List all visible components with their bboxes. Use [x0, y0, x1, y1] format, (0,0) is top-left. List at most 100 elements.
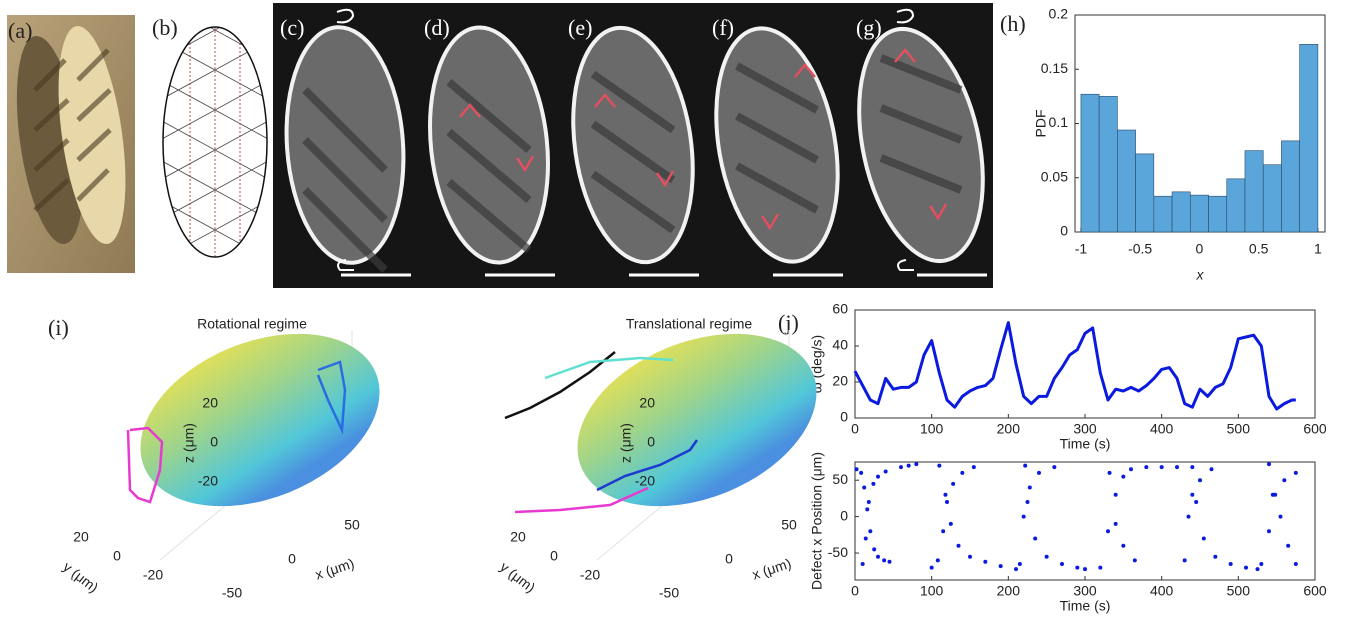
- y-tick-label: 0.1: [1049, 114, 1069, 130]
- panel-label: (b): [152, 15, 178, 40]
- hist-bar: [1099, 96, 1117, 232]
- x-tick-label: 200: [997, 421, 1021, 437]
- defect-point: [1075, 566, 1079, 570]
- hist-bar: [1154, 196, 1172, 232]
- defect-point: [1294, 471, 1298, 475]
- hist-bar: [1172, 192, 1190, 232]
- defect-point: [1190, 465, 1194, 469]
- defect-point: [1194, 500, 1198, 504]
- defect-point: [1133, 558, 1137, 562]
- defect-point: [1175, 465, 1179, 469]
- x-tick-label: 100: [920, 421, 944, 437]
- x-tick-label: 500: [1227, 583, 1251, 599]
- panel-label: (a): [8, 18, 32, 43]
- defect-point: [943, 493, 947, 497]
- y-tick-label: 0: [550, 548, 558, 564]
- x-tick-label: 50: [781, 517, 797, 533]
- y-tick-label: 0: [840, 409, 848, 425]
- defect-point: [1129, 467, 1133, 471]
- plot-frame: [855, 462, 1315, 580]
- ellipsoid: [552, 301, 842, 539]
- box-grid: [597, 500, 669, 560]
- x-axis-label: Time (s): [1060, 436, 1111, 452]
- x-tick-label: 0: [851, 421, 859, 437]
- z-tick-label: 0: [647, 434, 655, 450]
- defect-point: [951, 482, 955, 486]
- defect-point: [1210, 467, 1214, 471]
- defect-point: [1267, 462, 1271, 466]
- z-tick-label: 0: [210, 434, 218, 450]
- y-tick-label: 20: [510, 529, 526, 545]
- defect-point: [1190, 493, 1194, 497]
- defect-point: [983, 560, 987, 564]
- defect-point: [1229, 562, 1233, 566]
- defect-point: [861, 562, 865, 566]
- x-tick-label: 0: [1196, 241, 1204, 257]
- x-tick-label: -1: [1075, 241, 1088, 257]
- x-tick-label: -0.5: [1128, 241, 1152, 257]
- x-tick-label: 0: [288, 551, 296, 567]
- x-tick-label: 1: [1314, 241, 1322, 257]
- panel-label: (h): [1000, 11, 1026, 36]
- hist-bar: [1136, 154, 1154, 232]
- defect-point: [1121, 475, 1125, 479]
- defect-point: [1028, 485, 1032, 489]
- defect-point: [871, 482, 875, 486]
- x-tick-label: 400: [1150, 421, 1174, 437]
- y-tick-label: 0.05: [1041, 168, 1068, 184]
- defect-point: [884, 469, 888, 473]
- defect-point: [1294, 562, 1298, 566]
- z-tick-label: 20: [202, 395, 218, 411]
- ellipsoid: [115, 301, 405, 539]
- defect-point: [855, 467, 859, 471]
- defect-point: [941, 529, 945, 533]
- plot-title: Rotational regime: [197, 316, 307, 332]
- z-axis-label: z (μm): [618, 423, 634, 463]
- hist-bar: [1300, 44, 1318, 232]
- y-tick-label: -50: [828, 544, 848, 560]
- defect-point: [1098, 566, 1102, 570]
- x-tick-label: 500: [1227, 421, 1251, 437]
- defect-point: [1108, 471, 1112, 475]
- defect-point: [876, 555, 880, 559]
- z-tick-label: -20: [635, 473, 655, 489]
- defect-point: [859, 471, 863, 475]
- y-tick-label: 0: [840, 507, 848, 523]
- hist-bar: [1117, 130, 1135, 232]
- panel-a-image: [6, 15, 137, 273]
- y-tick-label: -20: [580, 567, 600, 583]
- defect-point: [1083, 567, 1087, 571]
- x-tick-label: 300: [1073, 583, 1097, 599]
- defect-point: [1160, 465, 1164, 469]
- defect-point: [907, 464, 911, 468]
- defect-point: [936, 558, 940, 562]
- defect-point: [1286, 544, 1290, 548]
- hist-bar: [1081, 94, 1099, 232]
- x-tick-label: -50: [222, 585, 242, 601]
- defect-point: [1256, 567, 1260, 571]
- defect-point: [1282, 478, 1286, 482]
- x-axis-label: Time (s): [1060, 598, 1111, 614]
- defect-point: [1026, 500, 1030, 504]
- defect-point: [872, 547, 876, 551]
- defect-point: [1018, 562, 1022, 566]
- x-tick-label: 400: [1150, 583, 1174, 599]
- defect-point: [1045, 555, 1049, 559]
- x-axis-label: x (μm): [313, 555, 356, 583]
- defect-point: [899, 465, 903, 469]
- x-axis-label: x: [1196, 267, 1205, 283]
- defect-point: [1014, 567, 1018, 571]
- defect-point: [862, 485, 866, 489]
- panel-label: (g): [856, 15, 882, 40]
- y-axis-label: Defect x Position (μm): [809, 452, 825, 590]
- defect-point: [868, 529, 872, 533]
- defect-point: [1060, 562, 1064, 566]
- defect-point: [1259, 562, 1263, 566]
- defect-point: [888, 560, 892, 564]
- defect-point: [1202, 536, 1206, 540]
- y-axis-label: y (μm): [60, 558, 101, 595]
- defect-point: [1279, 515, 1283, 519]
- hist-bar: [1190, 195, 1208, 232]
- defect-point: [1114, 493, 1118, 497]
- plot-title: Translational regime: [626, 316, 753, 332]
